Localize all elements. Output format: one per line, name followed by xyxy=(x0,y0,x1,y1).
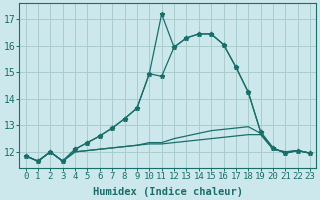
X-axis label: Humidex (Indice chaleur): Humidex (Indice chaleur) xyxy=(93,186,243,197)
